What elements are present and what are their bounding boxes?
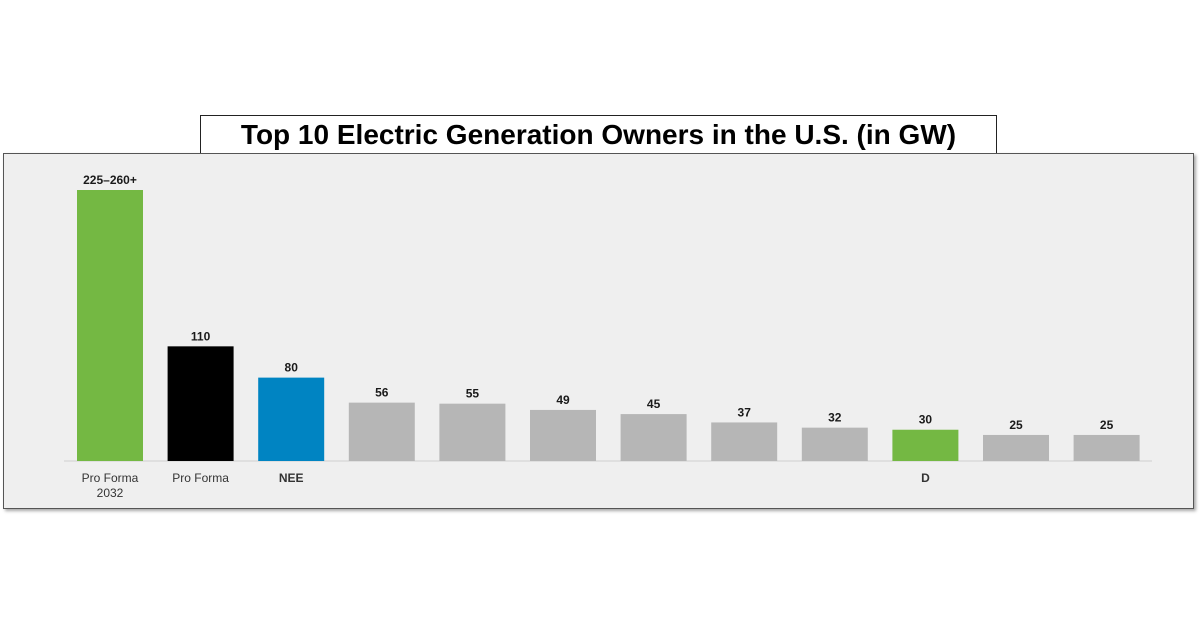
bar-value-label-7: 45 xyxy=(647,397,661,411)
bar-11 xyxy=(983,434,1049,461)
category-label-3-line-1: NEE xyxy=(279,471,304,485)
category-label-1-line-2: 2032 xyxy=(97,486,124,500)
bar-value-label-6: 49 xyxy=(556,393,570,407)
bar-value-label-8: 37 xyxy=(738,405,752,419)
bar-10 xyxy=(892,429,959,461)
bar-7 xyxy=(620,414,687,461)
bar-value-label-11: 25 xyxy=(1009,418,1023,432)
bar-value-label-4: 56 xyxy=(375,386,389,400)
bar-2 xyxy=(167,346,234,461)
bar-12 xyxy=(1073,434,1140,461)
bar-value-label-3: 80 xyxy=(285,361,299,375)
bar-value-label-9: 32 xyxy=(828,411,842,425)
bar-4 xyxy=(348,402,415,461)
bar-value-label-2: 110 xyxy=(191,329,211,343)
bar-6 xyxy=(530,409,596,461)
bar-3 xyxy=(258,377,325,461)
category-label-10-line-1: D xyxy=(921,471,930,485)
chart-title: Top 10 Electric Generation Owners in the… xyxy=(240,118,957,150)
bar-value-label-1: 225–260+ xyxy=(83,173,137,187)
chart-title-box: Top 10 Electric Generation Owners in the… xyxy=(200,115,997,153)
bar-9 xyxy=(801,427,868,461)
bar-value-label-5: 55 xyxy=(466,387,480,401)
category-label-1-line-1: Pro Forma xyxy=(82,471,139,485)
bar-value-label-12: 25 xyxy=(1100,418,1114,432)
category-label-2-line-1: Pro Forma xyxy=(172,471,229,485)
bar-1 xyxy=(77,190,143,461)
bar-8 xyxy=(711,422,778,461)
bar-value-label-10: 30 xyxy=(919,413,933,427)
bar-5 xyxy=(439,403,506,461)
